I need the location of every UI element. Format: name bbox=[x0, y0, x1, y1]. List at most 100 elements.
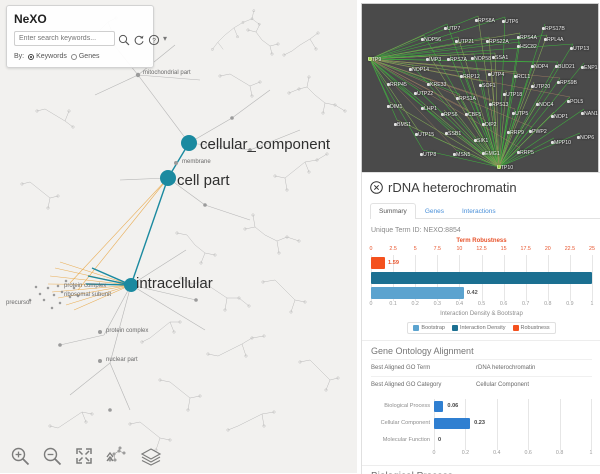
gene-node-enp1[interactable] bbox=[581, 66, 584, 69]
gene-node-sof1[interactable] bbox=[479, 84, 482, 87]
term-detail-panel[interactable]: rDNA heterochromatin Summary Genes Inter… bbox=[361, 172, 600, 474]
gene-node-utp8[interactable] bbox=[420, 153, 423, 156]
radio-genes[interactable]: Genes bbox=[70, 53, 99, 60]
gene-node-rps22a[interactable] bbox=[486, 40, 489, 43]
gene-hub-node-utp9[interactable] bbox=[368, 57, 372, 61]
gene-label-msn5: MSN5 bbox=[456, 152, 471, 158]
gene-node-utp15[interactable] bbox=[415, 133, 418, 136]
legend-item-bootstrap[interactable]: Bootstrap bbox=[413, 325, 445, 331]
gene-node-imp3[interactable] bbox=[426, 58, 429, 61]
fit-screen-icon[interactable] bbox=[74, 446, 94, 471]
gene-label-rpl4a: RPL4A bbox=[547, 37, 564, 43]
gene-node-utp13[interactable] bbox=[570, 47, 573, 50]
reset-icon[interactable] bbox=[133, 33, 145, 45]
hierarchy-network-view[interactable]: cellular_component cell part intracellul… bbox=[0, 0, 357, 473]
gene-node-bud21[interactable] bbox=[555, 65, 558, 68]
gene-node-utp22[interactable] bbox=[414, 92, 417, 95]
gene-node-rcl1[interactable] bbox=[514, 75, 517, 78]
gene-node-mpp10[interactable] bbox=[551, 141, 554, 144]
hub-node-cellular-component[interactable] bbox=[181, 135, 197, 151]
gene-node-utp6[interactable] bbox=[502, 20, 505, 23]
chevron-down-icon[interactable]: ▾ bbox=[163, 33, 168, 43]
gene-node-bms1[interactable] bbox=[394, 123, 397, 126]
gene-node-msn5[interactable] bbox=[453, 153, 456, 156]
gene-node-sik1[interactable] bbox=[474, 139, 477, 142]
gene-node-noc4[interactable] bbox=[536, 103, 539, 106]
help-icon[interactable]: ? bbox=[148, 33, 160, 45]
layers-icon[interactable] bbox=[140, 446, 162, 471]
legend-label-robustness: Robustness bbox=[520, 325, 550, 331]
gene-node-rps7a[interactable] bbox=[447, 58, 450, 61]
gene-node-lhp1[interactable] bbox=[421, 107, 424, 110]
gene-node-utp7[interactable] bbox=[444, 27, 447, 30]
gene-node-rps13[interactable] bbox=[489, 103, 492, 106]
bar-bootstrap[interactable] bbox=[371, 287, 464, 299]
legend-item-robustness[interactable]: Robustness bbox=[512, 325, 550, 331]
gene-node-rps17b[interactable] bbox=[542, 27, 545, 30]
bar-value-bootstrap: 0.42 bbox=[466, 290, 478, 296]
gene-label-rps8a: RPS8A bbox=[478, 18, 496, 24]
go-bar-biological-process[interactable] bbox=[434, 401, 444, 412]
axis-tick-17p5: 17.5 bbox=[520, 246, 531, 252]
gene-node-rrp12[interactable] bbox=[460, 75, 463, 78]
term-title: rDNA heterochromatin bbox=[388, 180, 517, 195]
hub-node-intracellular[interactable] bbox=[124, 278, 138, 292]
gene-node-rps9b[interactable] bbox=[557, 81, 560, 84]
gene-node-utp20[interactable] bbox=[531, 85, 534, 88]
gene-node-dim1[interactable] bbox=[387, 105, 390, 108]
gene-node-nop14[interactable] bbox=[409, 68, 412, 71]
gene-hub-node-utp10[interactable] bbox=[497, 165, 501, 169]
gridline bbox=[592, 255, 593, 301]
zoom-out-icon[interactable] bbox=[42, 446, 62, 471]
gene-label-rrp45: RRP45 bbox=[390, 82, 407, 88]
gene-label-utp18: UTP18 bbox=[506, 92, 523, 98]
gene-node-pwp2[interactable] bbox=[529, 130, 532, 133]
radio-keywords[interactable]: Keywords bbox=[28, 53, 67, 60]
detail-tab-bar: Summary Genes Interactions bbox=[370, 203, 600, 219]
go-axis-tick-0p6: 0.6 bbox=[524, 450, 532, 456]
gene-node-rrp45[interactable] bbox=[387, 83, 390, 86]
gene-node-utp5[interactable] bbox=[512, 112, 515, 115]
gene-node-pol5[interactable] bbox=[567, 100, 570, 103]
gene-node-cbf5[interactable] bbox=[465, 113, 468, 116]
search-panel[interactable]: NeXO ? ▾ By: Keywords Genes bbox=[6, 5, 167, 68]
tab-interactions[interactable]: Interactions bbox=[461, 208, 496, 215]
gene-node-utp21[interactable] bbox=[455, 40, 458, 43]
gene-node-nop1[interactable] bbox=[551, 115, 554, 118]
gene-node-nop56[interactable] bbox=[421, 38, 424, 41]
search-icon[interactable] bbox=[118, 33, 130, 45]
gene-node-nop58[interactable] bbox=[471, 57, 474, 60]
gene-interaction-network[interactable]: UTP9 UTP10 RPS8A UTP6 UTP7 RPS17B NOP56 UTP21 RP… bbox=[361, 3, 599, 175]
gene-node-nan1[interactable] bbox=[581, 112, 584, 115]
bar-interaction-density[interactable] bbox=[371, 272, 592, 284]
gene-node-rpl4a[interactable] bbox=[544, 38, 547, 41]
go-bar-cellular-component[interactable] bbox=[434, 418, 471, 429]
gene-node-rps4a[interactable] bbox=[517, 36, 520, 39]
search-input[interactable] bbox=[14, 31, 115, 46]
gene-node-rps1a[interactable] bbox=[456, 97, 459, 100]
gene-network-canvas[interactable] bbox=[362, 4, 598, 174]
gene-node-nop4[interactable] bbox=[531, 65, 534, 68]
gene-node-rps8a[interactable] bbox=[475, 19, 478, 22]
hub-node-cell-part[interactable] bbox=[160, 170, 176, 186]
legend-item-interaction-density[interactable]: Interaction Density bbox=[451, 325, 506, 331]
gene-node-kre33[interactable] bbox=[427, 83, 430, 86]
gene-node-nop6[interactable] bbox=[577, 136, 580, 139]
bar-robustness[interactable] bbox=[371, 257, 386, 269]
gene-node-rps6[interactable] bbox=[441, 113, 444, 116]
tab-summary[interactable]: Summary bbox=[370, 203, 416, 219]
gene-node-utp18[interactable] bbox=[503, 93, 506, 96]
gene-node-ssa1[interactable] bbox=[492, 56, 495, 59]
gene-node-rrp5[interactable] bbox=[517, 151, 520, 154]
close-circle-icon[interactable] bbox=[370, 181, 383, 194]
gene-node-utp4[interactable] bbox=[488, 73, 491, 76]
gene-node-emg1[interactable] bbox=[482, 152, 485, 155]
gene-node-rrp9[interactable] bbox=[507, 131, 510, 134]
zoom-in-icon[interactable] bbox=[10, 446, 30, 471]
robustness-top-axis: 0 2.5 5 7.5 10 12.5 15 17.5 20 22.5 25 bbox=[370, 246, 595, 255]
tab-genes[interactable]: Genes bbox=[424, 208, 444, 215]
gene-node-dip2[interactable] bbox=[482, 123, 485, 126]
collapse-network-icon[interactable] bbox=[106, 445, 128, 471]
gene-node-ssb1[interactable] bbox=[445, 132, 448, 135]
gene-node-hsc82[interactable] bbox=[517, 45, 520, 48]
